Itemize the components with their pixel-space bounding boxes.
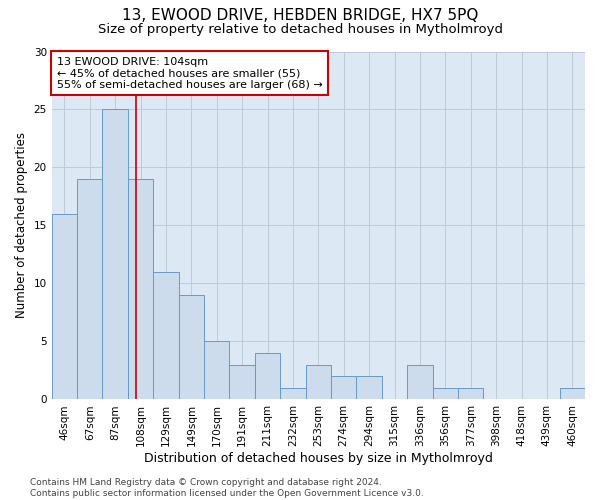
Bar <box>560 388 585 400</box>
Bar <box>305 364 331 400</box>
Bar <box>52 214 77 400</box>
X-axis label: Distribution of detached houses by size in Mytholmroyd: Distribution of detached houses by size … <box>144 452 493 465</box>
Bar <box>458 388 484 400</box>
Bar <box>356 376 382 400</box>
Bar <box>433 388 458 400</box>
Bar <box>77 179 103 400</box>
Bar <box>179 295 204 400</box>
Bar <box>103 110 128 400</box>
Text: 13, EWOOD DRIVE, HEBDEN BRIDGE, HX7 5PQ: 13, EWOOD DRIVE, HEBDEN BRIDGE, HX7 5PQ <box>122 8 478 22</box>
Bar <box>153 272 179 400</box>
Bar <box>407 364 433 400</box>
Bar <box>331 376 356 400</box>
Bar <box>280 388 305 400</box>
Text: Contains HM Land Registry data © Crown copyright and database right 2024.
Contai: Contains HM Land Registry data © Crown c… <box>30 478 424 498</box>
Bar <box>128 179 153 400</box>
Bar <box>229 364 255 400</box>
Text: Size of property relative to detached houses in Mytholmroyd: Size of property relative to detached ho… <box>97 22 503 36</box>
Y-axis label: Number of detached properties: Number of detached properties <box>15 132 28 318</box>
Text: 13 EWOOD DRIVE: 104sqm
← 45% of detached houses are smaller (55)
55% of semi-det: 13 EWOOD DRIVE: 104sqm ← 45% of detached… <box>57 56 323 90</box>
Bar <box>204 342 229 400</box>
Bar <box>255 353 280 400</box>
